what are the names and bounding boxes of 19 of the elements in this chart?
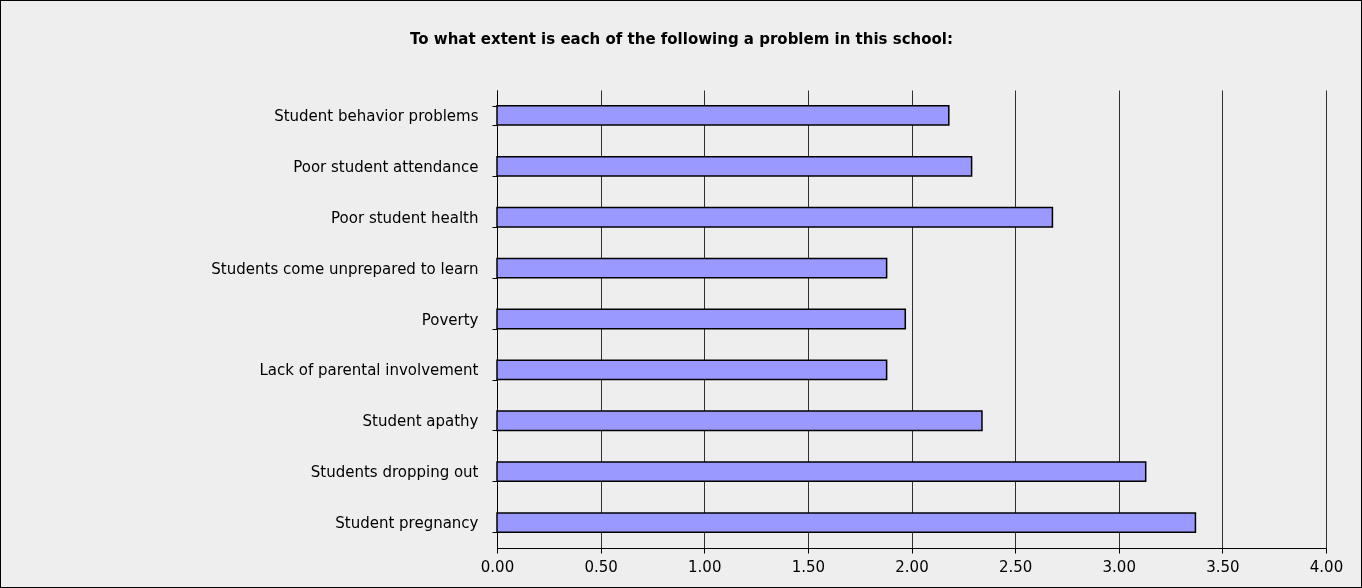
y-tick-label: Poor student attendance [293, 157, 479, 176]
x-tick-label: 0.50 [584, 557, 618, 576]
x-tick-label: 2.00 [895, 557, 929, 576]
x-tick-label: 0.00 [480, 557, 515, 576]
y-tick-label: Students dropping out [310, 463, 479, 482]
x-tick-label: 1.00 [688, 557, 722, 576]
x-tick-label: 2.50 [998, 557, 1033, 576]
y-tick-label: Students come unprepared to learn [211, 259, 479, 278]
y-tick-label: Poor student health [331, 208, 479, 227]
y-tick-label: Poverty [421, 310, 479, 329]
y-tick-label: Student behavior problems [274, 106, 479, 125]
x-tick-label: 1.50 [791, 557, 826, 576]
y-tick-label: Student pregnancy [335, 514, 479, 533]
x-tick-label: 3.50 [1206, 557, 1240, 576]
x-tick-label: 4.00 [1309, 557, 1344, 576]
x-tick-label: 3.00 [1102, 557, 1136, 576]
y-tick-label: Lack of parental involvement [259, 361, 479, 380]
y-tick-label: Student apathy [362, 412, 479, 431]
chart-title: To what extent is each of the following a problem in this school: [410, 30, 953, 48]
